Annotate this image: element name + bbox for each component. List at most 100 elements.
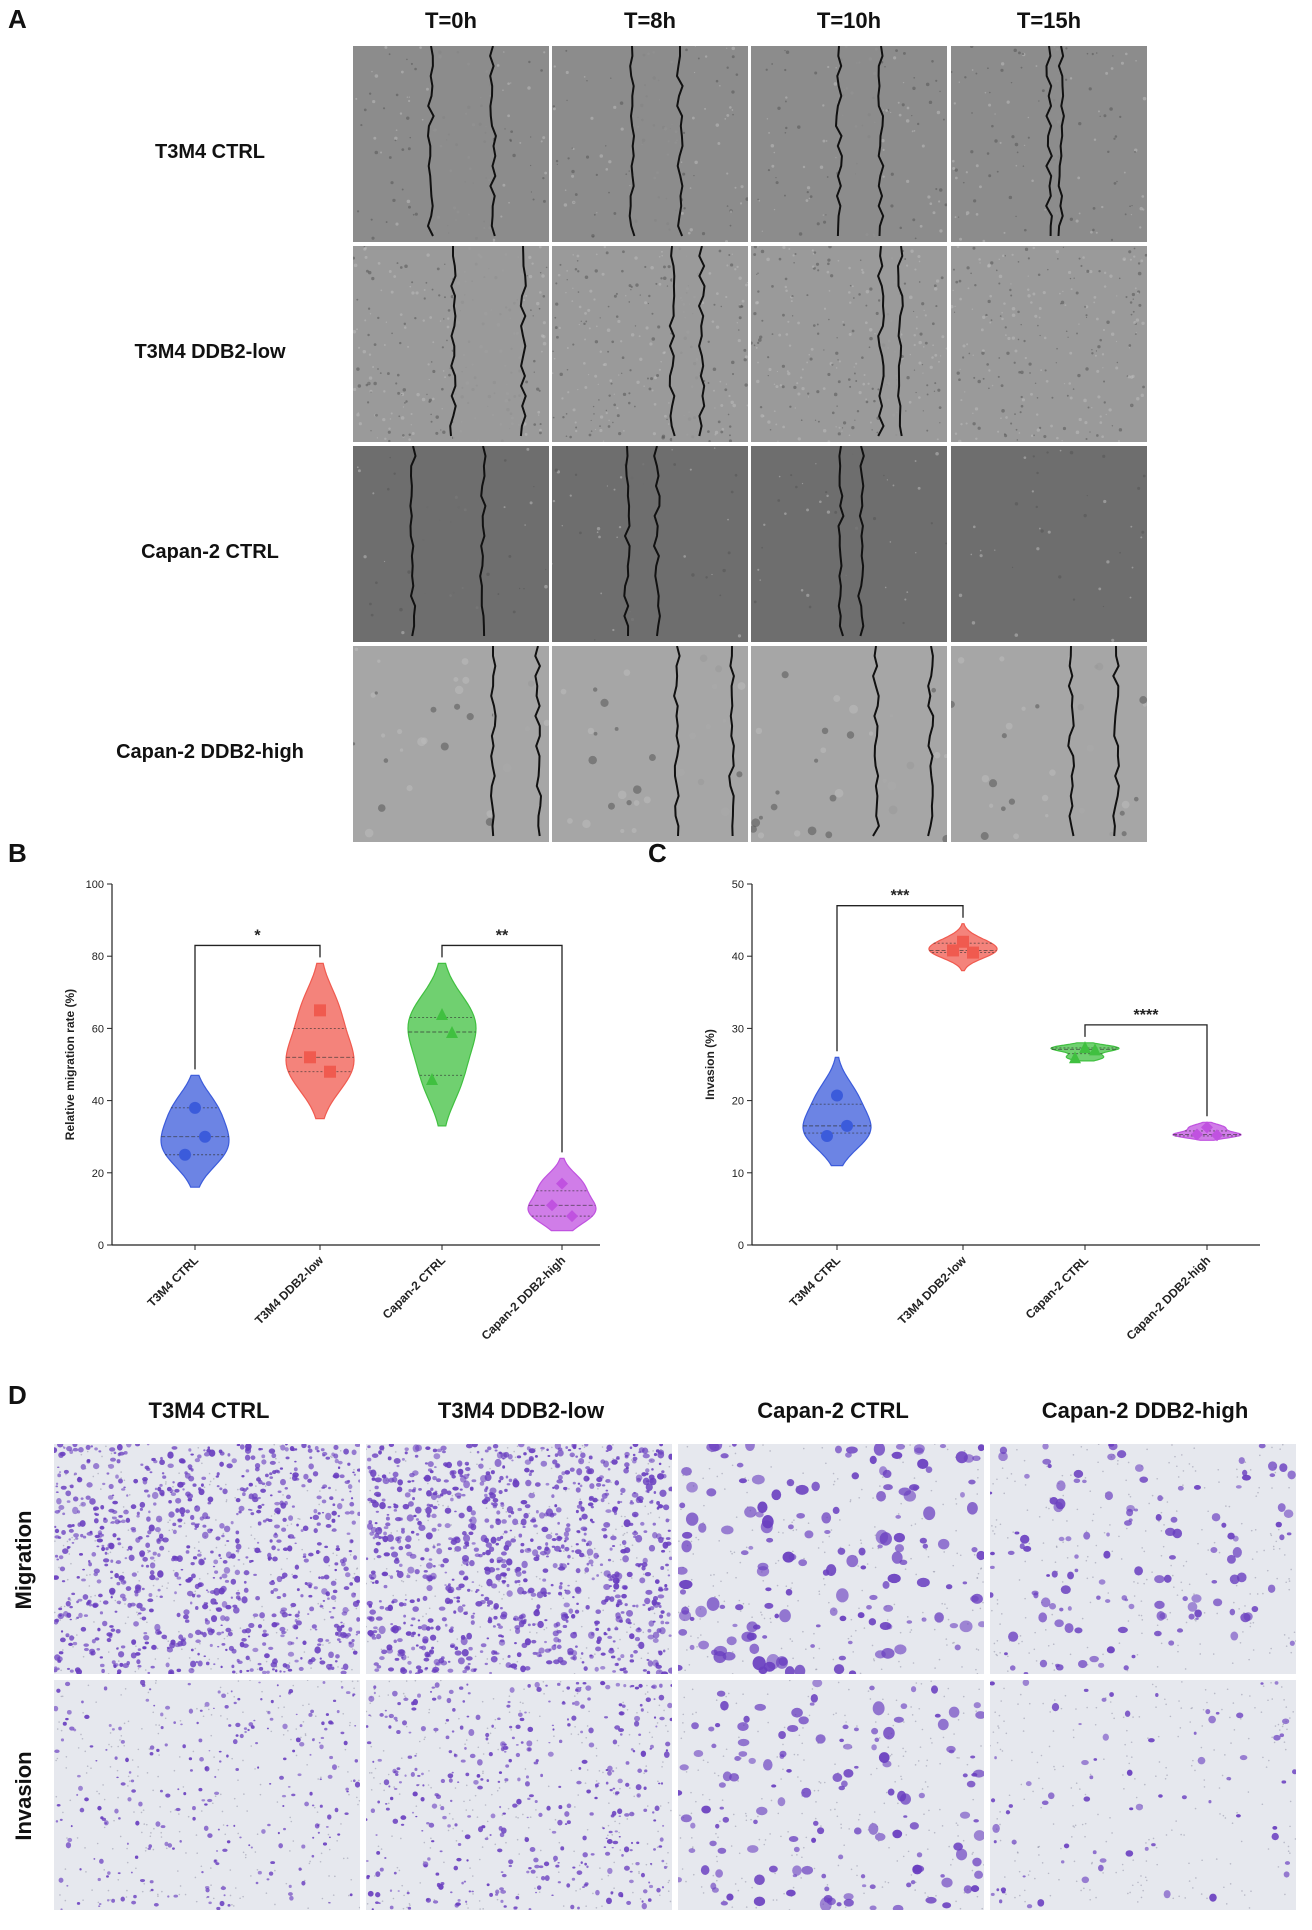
scratch-assay-image [552,46,748,242]
significance-label: * [254,927,261,944]
data-point [436,1007,448,1020]
invasion-violin-chart: 0 10 20 30 40 50 Invasion (%) T3M4 CTRL T3M4 DDB… [703,879,1260,1343]
data-point [314,1004,326,1017]
y-tick-label: 40 [92,1096,104,1108]
row-label: T3M4 CTRL [155,141,265,163]
violin-shape [285,962,355,1120]
y-tick-label: 40 [732,951,744,963]
significance-bracket [194,944,321,1070]
violin-shape [527,1157,597,1232]
x-tick-label: T3M4 CTRL [787,1253,844,1310]
transwell-column-label: T3M4 CTRL [148,1398,270,1423]
scratch-assay-image [552,646,748,842]
y-tick-label: 80 [92,951,104,963]
data-point [446,1026,458,1039]
data-point [831,1089,843,1102]
significance-label: **** [1134,1007,1160,1024]
scratch-assay-image [951,446,1147,642]
data-point [1079,1041,1091,1054]
data-point [556,1177,568,1190]
panel-b-letter: B [8,838,27,868]
transwell-stain-image [678,1444,984,1674]
x-tick-label: Capan-2 CTRL [1023,1253,1091,1321]
y-tick-label: 60 [92,1023,104,1035]
scratch-assay-image [353,46,549,242]
x-tick-label: Capan-2 CTRL [380,1253,448,1321]
significance-bracket [836,905,964,1052]
transwell-stain-image [990,1444,1296,1674]
migration-violin-chart: 0 20 40 60 80 100 Relative migration rate (%) T… [63,879,600,1343]
data-point [1211,1129,1223,1142]
transwell-row-label: Migration [11,1510,36,1610]
y-tick-label: 0 [98,1240,104,1252]
transwell-stain-image [678,1680,984,1910]
data-point [324,1065,336,1078]
x-tick-label: T3M4 DDB2-low [252,1253,326,1327]
y-axis-label: Relative migration rate (%) [63,989,77,1140]
scratch-assay-image [751,646,947,842]
data-point [967,946,979,959]
significance-label: ** [496,927,509,944]
row-label: T3M4 DDB2-low [134,341,286,363]
transwell-column-label: Capan-2 CTRL [757,1398,909,1423]
y-tick-label: 100 [86,879,104,891]
transwell-column-label: T3M4 DDB2-low [437,1398,605,1423]
transwell-stain-image [990,1680,1296,1910]
violin-shape [160,1074,230,1188]
y-tick-label: 20 [92,1168,104,1180]
transwell-stain-image [54,1680,360,1910]
significance-bracket [1084,1024,1208,1117]
scratch-assay-image [552,246,748,442]
scratch-assay-image [951,246,1147,442]
x-tick-label: T3M4 DDB2-low [895,1253,969,1327]
x-tick-label: T3M4 CTRL [145,1253,202,1310]
data-point [179,1148,191,1161]
data-point [957,935,969,948]
scratch-assay-image [751,246,947,442]
panel-c-letter: C [648,838,667,868]
significance-label: *** [891,888,910,905]
y-tick-label: 20 [732,1096,744,1108]
y-axis-label: Invasion (%) [703,1029,717,1100]
row-label: Capan-2 DDB2-high [116,741,304,763]
transwell-stain-image [54,1444,360,1674]
scratch-assay-image [751,46,947,242]
scratch-assay-image [751,446,947,642]
data-point [304,1051,316,1064]
data-point [1191,1128,1203,1141]
time-label: T=8h [624,8,676,33]
scratch-assay-image [353,446,549,642]
significance-bracket [441,944,563,1153]
panel-a-letter: A [8,4,27,34]
data-point [546,1199,558,1212]
transwell-row-label: Invasion [11,1751,36,1841]
y-tick-label: 0 [738,1240,744,1252]
data-point [566,1210,578,1223]
scratch-assay-image [353,646,549,842]
data-point [189,1101,201,1114]
violin-shape [802,1056,872,1167]
x-tick-label: Capan-2 DDB2-high [479,1253,569,1343]
data-point [1201,1121,1213,1134]
scratch-assay-image [353,246,549,442]
data-point [1089,1043,1101,1056]
data-point [821,1129,833,1142]
scratch-assay-image [552,446,748,642]
data-point [199,1130,211,1143]
violin-shape [407,962,477,1127]
time-label: T=10h [816,8,882,33]
data-point [1069,1051,1081,1064]
transwell-stain-image [366,1680,672,1910]
x-tick-label: Capan-2 DDB2-high [1124,1253,1214,1343]
transwell-column-label: Capan-2 DDB2-high [1041,1398,1249,1423]
data-point [841,1119,853,1132]
row-label: Capan-2 CTRL [141,541,279,563]
data-point [426,1072,438,1085]
transwell-stain-image [366,1444,672,1674]
time-label: T=0h [425,8,477,33]
scratch-assay-image [951,646,1147,842]
panel-d-letter: D [8,1380,27,1410]
time-label: T=15h [1016,8,1082,33]
y-tick-label: 10 [732,1168,744,1180]
y-tick-label: 30 [732,1023,744,1035]
